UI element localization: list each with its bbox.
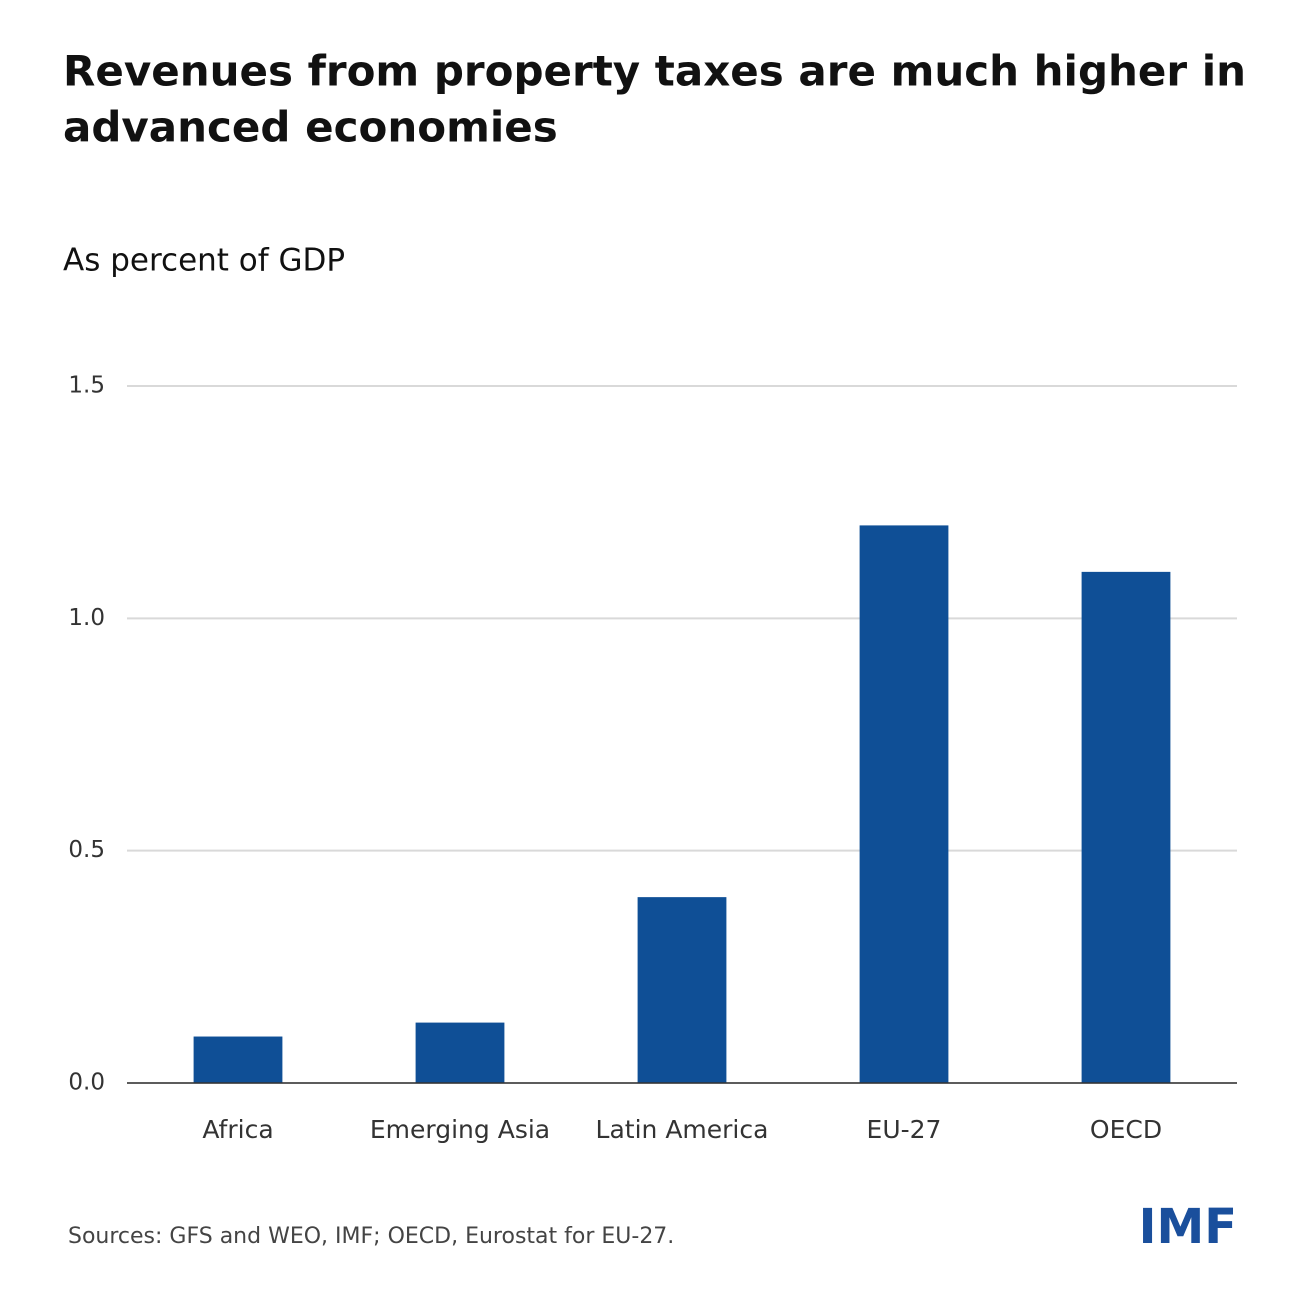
y-tick-label: 1.5 [68, 373, 105, 399]
y-tick-label: 1.0 [68, 605, 105, 631]
bar [637, 897, 727, 1083]
bar [193, 1036, 283, 1083]
chart-title: Revenues from property taxes are much hi… [63, 47, 1246, 96]
bar [415, 1022, 505, 1083]
logo: IMF [1139, 1199, 1237, 1255]
x-tick-label: OECD [1090, 1115, 1162, 1144]
x-tick-label: Africa [202, 1115, 273, 1144]
y-tick-label: 0.0 [68, 1070, 105, 1096]
bar [1081, 571, 1171, 1083]
bar [859, 525, 949, 1083]
x-tick-label: Latin America [596, 1115, 769, 1144]
subtitle: As percent of GDP [63, 243, 345, 279]
x-tick-label: EU-27 [867, 1115, 942, 1144]
y-tick-label: 0.5 [68, 837, 105, 863]
chart-title: advanced economies [63, 103, 558, 152]
x-tick-label: Emerging Asia [370, 1115, 550, 1144]
source-note: Sources: GFS and WEO, IMF; OECD, Eurosta… [68, 1224, 674, 1249]
